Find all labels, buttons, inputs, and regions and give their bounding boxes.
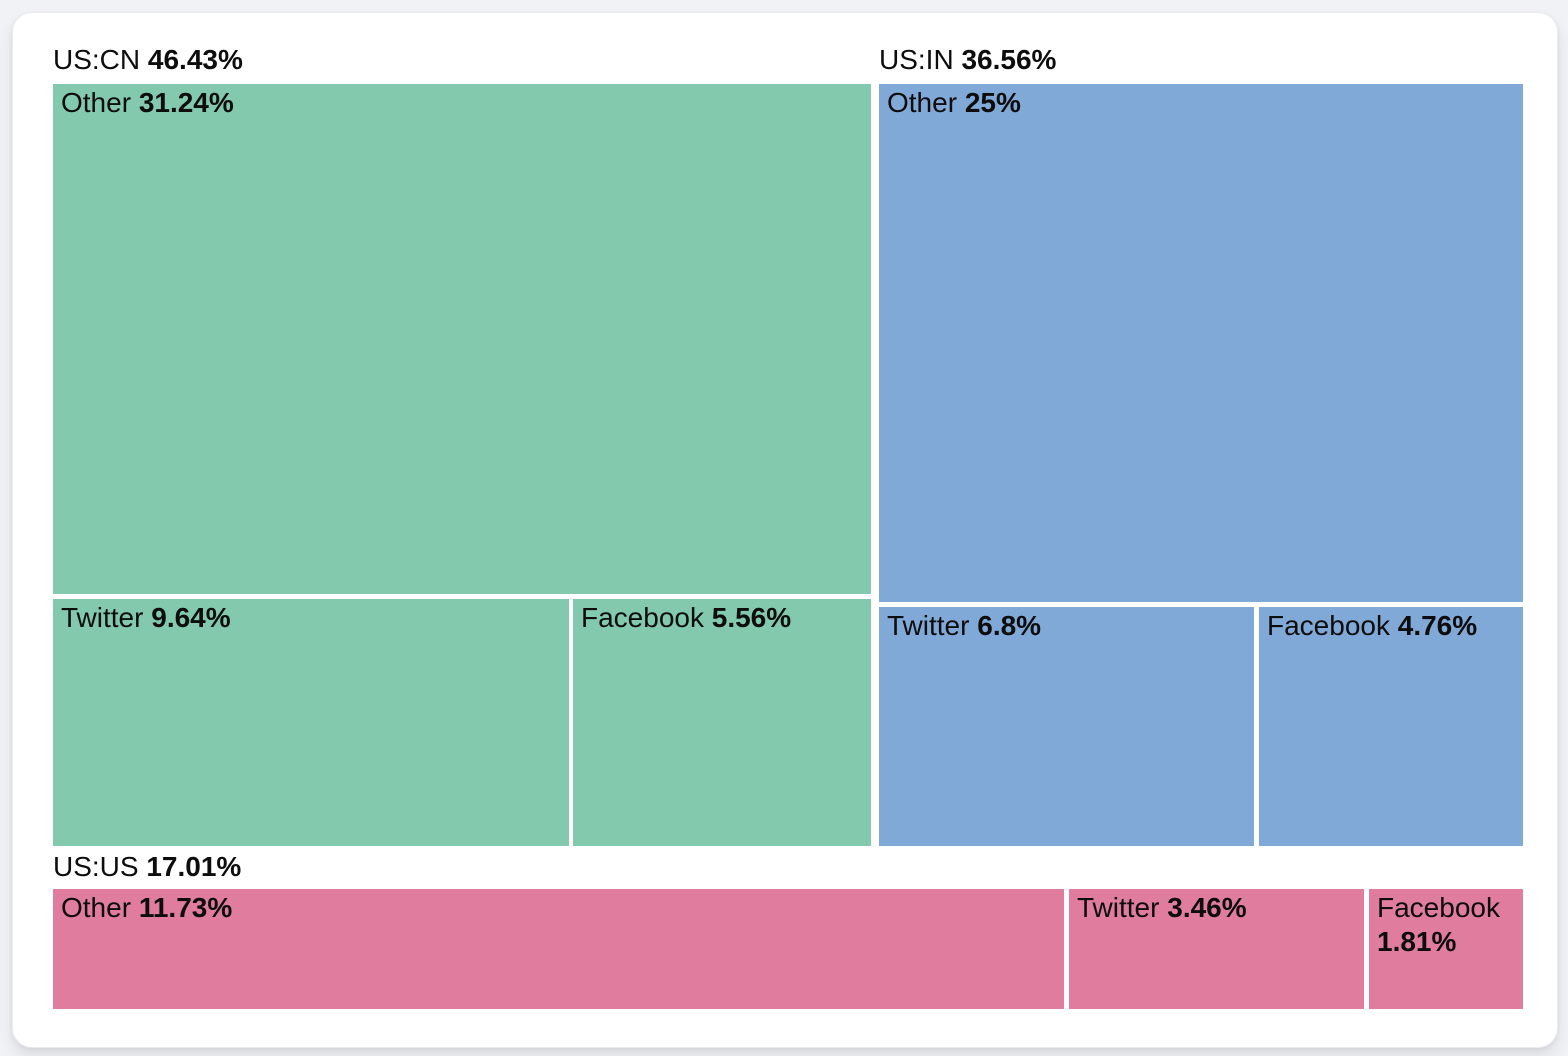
group-label: US:US xyxy=(53,851,139,882)
group-header-us-us: US:US 17.01% xyxy=(53,851,241,883)
cell-label: Twitter xyxy=(1077,892,1160,923)
cell-value: 6.8% xyxy=(977,610,1042,641)
group-label: US:CN xyxy=(53,44,141,75)
cell-label: Other xyxy=(61,892,132,923)
cell-label: Other xyxy=(61,87,132,118)
treemap-cell-cn-twitter[interactable]: Twitter 9.64% xyxy=(53,599,569,846)
cell-label: Twitter xyxy=(61,602,144,633)
cell-value: 9.64% xyxy=(151,602,231,633)
treemap-cell-us-twitter[interactable]: Twitter 3.46% xyxy=(1069,889,1364,1009)
treemap-cell-us-other[interactable]: Other 11.73% xyxy=(53,889,1064,1009)
treemap-cell-in-other[interactable]: Other 25% xyxy=(879,84,1523,602)
cell-label: Twitter xyxy=(887,610,970,641)
cell-value: 1.81% xyxy=(1377,926,1457,957)
cell-label: Facebook xyxy=(1377,892,1500,923)
chart-card: US:CN 46.43% Other 31.24% Twitter 9.64% … xyxy=(12,12,1558,1048)
cell-label: Other xyxy=(887,87,958,118)
treemap-cell-in-facebook[interactable]: Facebook 4.76% xyxy=(1259,607,1523,846)
cell-value: 5.56% xyxy=(711,602,792,633)
group-header-us-in: US:IN 36.56% xyxy=(879,44,1056,76)
cell-label: Facebook xyxy=(1267,610,1390,641)
cell-value: 31.24% xyxy=(138,87,234,118)
cell-value: 11.73% xyxy=(138,892,233,923)
cell-value: 3.46% xyxy=(1167,892,1247,923)
group-value: 36.56% xyxy=(961,44,1057,75)
group-label: US:IN xyxy=(879,44,954,75)
cell-value: 4.76% xyxy=(1397,610,1478,641)
group-header-us-cn: US:CN 46.43% xyxy=(53,44,243,76)
group-value: 46.43% xyxy=(147,44,243,75)
treemap-chart: US:CN 46.43% Other 31.24% Twitter 9.64% … xyxy=(13,13,1557,1047)
group-value: 17.01% xyxy=(146,851,242,882)
treemap-cell-cn-facebook[interactable]: Facebook 5.56% xyxy=(573,599,871,846)
treemap-cell-us-facebook[interactable]: Facebook 1.81% xyxy=(1369,889,1523,1009)
treemap-cell-cn-other[interactable]: Other 31.24% xyxy=(53,84,871,594)
cell-value: 25% xyxy=(964,87,1021,118)
cell-label: Facebook xyxy=(581,602,704,633)
treemap-cell-in-twitter[interactable]: Twitter 6.8% xyxy=(879,607,1254,846)
